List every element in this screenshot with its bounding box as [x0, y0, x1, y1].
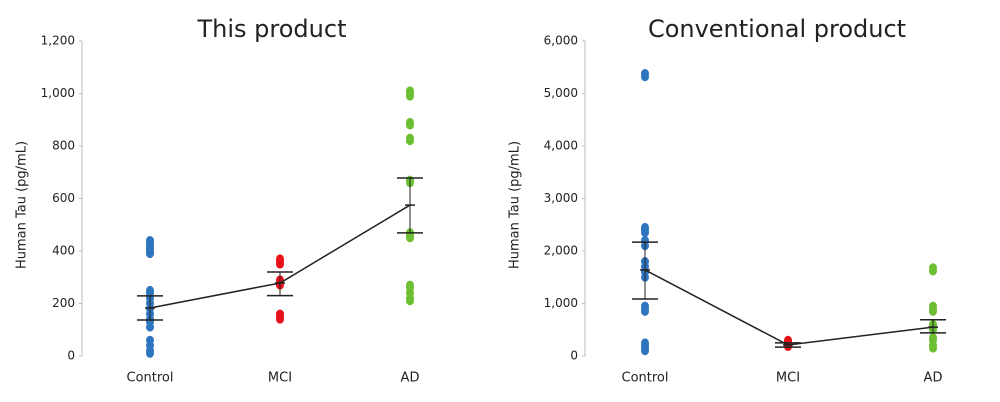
- data-point: [641, 306, 649, 316]
- data-point: [276, 314, 284, 324]
- data-point: [406, 296, 414, 306]
- chart-title: Conventional product: [648, 15, 906, 43]
- y-tick-label: 1,000: [544, 296, 578, 310]
- y-tick-label: 0: [570, 349, 578, 363]
- x-tick-label: AD: [924, 371, 943, 386]
- data-point: [276, 259, 284, 269]
- data-point: [406, 91, 414, 101]
- data-point: [406, 136, 414, 146]
- y-tick-label: 4,000: [544, 139, 578, 153]
- data-point: [146, 322, 154, 332]
- y-tick-label: 1,000: [41, 86, 75, 100]
- y-tick-label: 6,000: [544, 34, 578, 48]
- data-point: [929, 306, 937, 316]
- y-axis-label: Human Tau (pg/mL): [15, 141, 30, 269]
- x-tick-label: Control: [127, 371, 174, 386]
- y-tick-label: 3,000: [544, 191, 578, 205]
- chart-title: This product: [197, 15, 347, 43]
- y-tick-label: 800: [52, 139, 75, 153]
- y-tick-label: 0: [67, 349, 75, 363]
- x-tick-label: MCI: [776, 371, 800, 386]
- mean-line: [644, 269, 934, 346]
- y-tick-label: 600: [52, 191, 75, 205]
- data-point: [641, 228, 649, 238]
- x-tick-label: Control: [622, 371, 669, 386]
- data-point: [146, 249, 154, 259]
- y-axis-label: Human Tau (pg/mL): [508, 141, 523, 269]
- x-tick-label: AD: [401, 371, 420, 386]
- y-tick-label: 200: [52, 296, 75, 310]
- data-point: [406, 233, 414, 243]
- data-point: [146, 348, 154, 358]
- y-tick-label: 1,200: [41, 34, 75, 48]
- data-point: [929, 266, 937, 276]
- data-point: [406, 120, 414, 130]
- y-tick-label: 2,000: [544, 244, 578, 258]
- data-point: [641, 346, 649, 356]
- data-point: [641, 72, 649, 82]
- y-tick-label: 400: [52, 244, 75, 258]
- data-point: [929, 343, 937, 353]
- y-tick-label: 5,000: [544, 86, 578, 100]
- x-tick-label: MCI: [268, 371, 292, 386]
